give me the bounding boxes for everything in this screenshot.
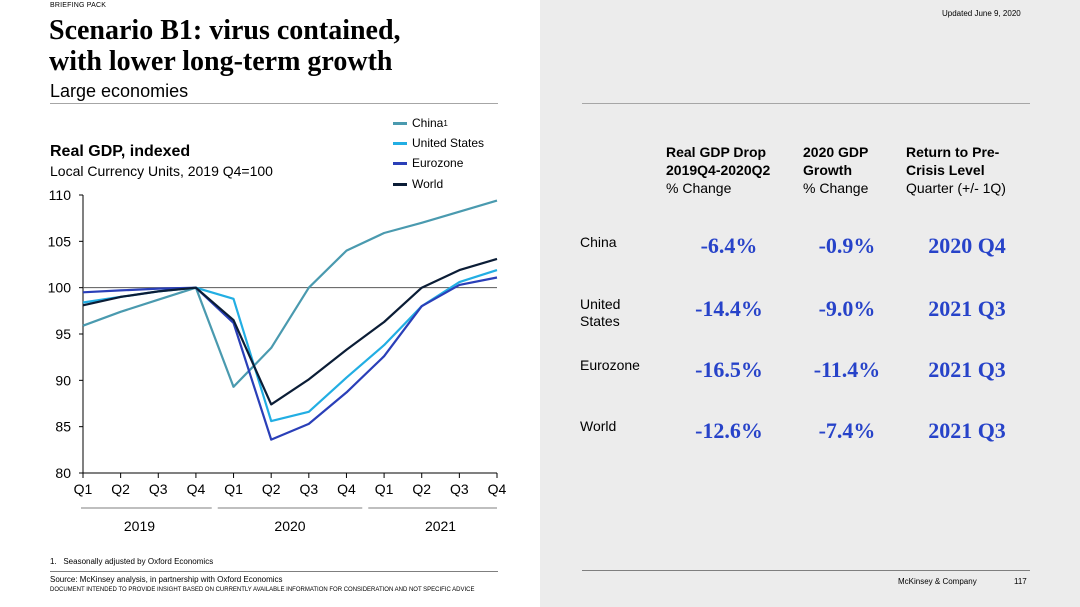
row-label-eurozone: Eurozone <box>580 357 640 373</box>
page-subtitle: Large economies <box>50 81 189 101</box>
cell-return-eurozone: 2021 Q3 <box>928 357 1006 382</box>
title-line-2: with lower long-term growth <box>49 46 393 77</box>
row-label-world: World <box>580 418 617 434</box>
y-tick-label: 80 <box>55 465 71 481</box>
row-label-united-states: United States <box>580 296 621 329</box>
cell-drop-china: -6.4% <box>700 233 758 258</box>
legend-swatch-eurozone <box>393 161 407 165</box>
col-header-unit: Quarter (+/- 1Q) <box>906 180 1006 196</box>
legend-label-united-states: United States <box>412 136 485 150</box>
col-header-gdp-growth: 2020 GDP Growth % Change <box>803 143 868 197</box>
page-number: 117 <box>1014 577 1027 586</box>
x-tick-label: Q1 <box>224 481 243 497</box>
legend-swatch-world <box>393 182 407 186</box>
cell-drop-united-states: -14.4% <box>695 296 763 321</box>
col-header-line: Return to Pre- <box>906 144 1000 160</box>
y-tick-label: 85 <box>55 419 71 435</box>
cell-drop-eurozone: -16.5% <box>695 357 763 382</box>
chart-subtitle: Local Currency Units, 2019 Q4=100 <box>50 163 273 179</box>
row-label-china: China <box>580 234 617 250</box>
cell-growth-world: -7.4% <box>818 418 876 443</box>
legend-label-china: China <box>412 116 444 130</box>
x-tick-label: Q4 <box>337 481 356 497</box>
legend-item-china: China 1 <box>393 116 448 130</box>
cell-growth-china: -0.9% <box>818 233 876 258</box>
kicker: BRIEFING PACK <box>50 2 107 9</box>
cell-drop-world: -12.6% <box>695 418 763 443</box>
legend-superscript: 1 <box>443 118 448 128</box>
legend-item-eurozone: Eurozone <box>393 156 463 170</box>
y-tick-label: 105 <box>48 233 72 249</box>
year-label: 2020 <box>274 518 305 534</box>
col-header-line: 2020 GDP <box>803 144 869 160</box>
x-tick-label: Q3 <box>299 481 318 497</box>
cell-return-china: 2020 Q4 <box>928 233 1006 258</box>
y-tick-label: 100 <box>48 280 72 296</box>
col-header-unit: % Change <box>666 180 732 196</box>
cell-growth-eurozone: -11.4% <box>813 357 881 382</box>
series-line-eurozone <box>82 276 498 441</box>
chart-title: Real GDP, indexed <box>50 143 191 160</box>
col-header-line: Real GDP Drop <box>666 144 767 160</box>
table-panel <box>540 0 1080 607</box>
y-tick-label: 90 <box>55 372 71 388</box>
disclaimer: DOCUMENT INTENDED TO PROVIDE INSIGHT BAS… <box>50 587 475 593</box>
footer-divider-right <box>582 570 1030 571</box>
x-tick-label: Q4 <box>488 481 507 497</box>
x-tick-label: Q2 <box>111 481 130 497</box>
footnote: 1. Seasonally adjusted by Oxford Economi… <box>50 557 214 566</box>
series-line-china <box>82 199 498 388</box>
x-tick-label: Q1 <box>74 481 93 497</box>
x-tick-label: Q4 <box>187 481 206 497</box>
year-label: 2021 <box>425 518 456 534</box>
col-header-line: Crisis Level <box>906 162 985 178</box>
legend-item-united-states: United States <box>393 136 484 150</box>
legend-label-world: World <box>412 177 444 191</box>
legend-item-world: World <box>393 177 443 191</box>
right-divider <box>582 103 1030 104</box>
updated-date: Updated June 9, 2020 <box>942 9 1021 18</box>
legend-swatch-china <box>393 121 407 125</box>
col-header-line: Growth <box>803 162 852 178</box>
gdp-line-chart: 80 85 90 95 100 105 110 Q1 Q2 Q3 Q4 Q1 Q2 Q3 Q4 Q1 Q2 Q3 Q… <box>48 187 507 534</box>
x-tick-label: Q2 <box>412 481 431 497</box>
legend-label-eurozone: Eurozone <box>412 156 464 170</box>
x-tick-label: Q3 <box>450 481 469 497</box>
y-tick-label: 95 <box>55 326 71 342</box>
title-line-1: Scenario B1: virus contained, <box>49 15 401 46</box>
series-line-world <box>82 257 498 406</box>
year-label: 2019 <box>124 518 155 534</box>
x-tick-label: Q1 <box>375 481 394 497</box>
cell-return-united-states: 2021 Q3 <box>928 296 1006 321</box>
cell-growth-united-states: -9.0% <box>818 296 876 321</box>
footer-divider-left <box>50 571 498 572</box>
y-tick-label: 110 <box>49 187 72 203</box>
col-header-unit: % Change <box>803 180 869 196</box>
x-tick-label: Q2 <box>262 481 281 497</box>
col-header-gdp-drop: Real GDP Drop 2019Q4-2020Q2 % Change <box>666 143 770 197</box>
col-header-line: 2019Q4-2020Q2 <box>666 162 771 178</box>
page-title: Scenario B1: virus contained, with lower… <box>49 15 519 77</box>
left-divider <box>50 103 498 104</box>
brand-name: McKinsey & Company <box>898 577 977 586</box>
col-header-return: Return to Pre- Crisis Level Quarter (+/-… <box>906 143 1006 197</box>
legend-swatch-united-states <box>393 141 407 145</box>
source-note: Source: McKinsey analysis, in partnershi… <box>50 575 283 584</box>
x-tick-label: Q3 <box>149 481 168 497</box>
cell-return-world: 2021 Q3 <box>928 418 1006 443</box>
